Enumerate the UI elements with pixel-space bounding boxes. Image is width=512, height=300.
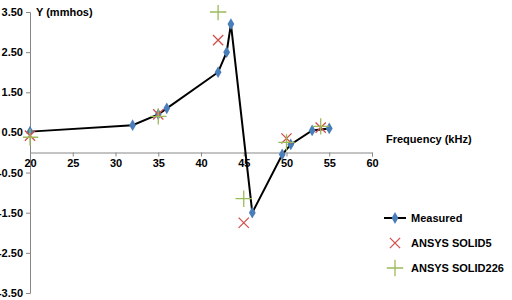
x-tick: 20 xyxy=(24,153,36,170)
point xyxy=(312,118,328,134)
y-tick-mark xyxy=(26,92,30,93)
legend-item: Measured xyxy=(384,212,462,224)
x-tick-mark xyxy=(158,153,159,157)
legend-marker xyxy=(392,212,399,224)
x-tick-label: 35 xyxy=(153,157,165,169)
x-tick-label: 30 xyxy=(110,157,122,169)
legend-label: ANSYS SOLID5 xyxy=(411,237,492,249)
x-axis-title: Frequency (kHz) xyxy=(386,133,472,145)
legend-label: Measured xyxy=(411,212,462,224)
y-tick: -3.50 xyxy=(0,287,30,299)
y-tick-mark xyxy=(26,12,30,13)
x-tick: 60 xyxy=(366,153,378,170)
line xyxy=(30,24,329,213)
plot-area xyxy=(23,5,333,228)
chart: -3.50 -2.50 -1.50 -0.50 0.50 1.50 2.50 3.50 20 25… xyxy=(0,0,512,300)
y-axis-title: Y (mmhos) xyxy=(36,6,93,18)
x-tick-mark xyxy=(201,153,202,157)
point xyxy=(150,108,166,124)
legend-label: ANSYS SOLID226 xyxy=(411,262,504,274)
x-tick-label: 40 xyxy=(195,157,207,169)
x-tick-mark xyxy=(287,153,288,157)
point xyxy=(278,134,294,150)
y-tick-label: -0.50 xyxy=(0,167,23,179)
point xyxy=(129,119,136,131)
point xyxy=(236,190,252,206)
legend: Measured ANSYS SOLID5 ANSYS SOLID226 xyxy=(384,212,504,276)
point xyxy=(249,207,256,219)
y-tick: 2.50 xyxy=(2,46,30,58)
x-tick: 40 xyxy=(195,153,207,170)
y-tick-label: -1.50 xyxy=(0,207,23,219)
point xyxy=(326,123,333,135)
x-tick: 35 xyxy=(153,153,165,170)
series xyxy=(23,5,329,207)
x-tick-label: 20 xyxy=(24,157,36,169)
y-tick-label: -2.50 xyxy=(0,247,23,259)
x-tick: 45 xyxy=(238,153,250,170)
x-tick-label: 60 xyxy=(366,157,378,169)
legend-marker xyxy=(387,260,403,276)
x-tick-mark xyxy=(329,153,330,157)
y-tick-label: 0.50 xyxy=(2,126,23,138)
x-tick-mark xyxy=(30,153,31,157)
x-axis: 202530354045505560 xyxy=(24,153,378,170)
series xyxy=(27,18,333,218)
point xyxy=(239,218,249,228)
y-tick-mark xyxy=(26,253,30,254)
y-tick: 1.50 xyxy=(2,86,30,98)
y-tick-mark xyxy=(26,293,30,294)
x-axis-line xyxy=(31,153,373,157)
x-tick-mark xyxy=(73,153,74,157)
y-tick-mark xyxy=(26,173,30,174)
y-tick: 3.50 xyxy=(2,6,30,18)
legend-item: ANSYS SOLID5 xyxy=(390,237,492,249)
point xyxy=(228,18,235,30)
point xyxy=(163,102,170,114)
point xyxy=(213,35,223,45)
x-tick-label: 25 xyxy=(67,157,79,169)
y-tick: -2.50 xyxy=(0,247,30,259)
legend-marker xyxy=(390,238,400,248)
y-tick-label: -3.50 xyxy=(0,287,23,299)
y-tick-label: 3.50 xyxy=(2,6,23,18)
y-tick-label: 2.50 xyxy=(2,46,23,58)
x-tick-mark xyxy=(372,153,373,157)
y-tick-mark xyxy=(26,52,30,53)
series xyxy=(25,35,326,228)
x-tick: 25 xyxy=(67,153,79,170)
y-tick: -1.50 xyxy=(0,207,30,219)
y-tick-label: 1.50 xyxy=(2,86,23,98)
x-tick: 55 xyxy=(324,153,336,170)
x-tick-label: 55 xyxy=(324,157,336,169)
point xyxy=(210,5,226,20)
y-tick-mark xyxy=(26,213,30,214)
x-tick-label: 45 xyxy=(238,157,250,169)
y-axis-line xyxy=(26,13,31,294)
point xyxy=(215,66,222,78)
point xyxy=(23,129,38,145)
point xyxy=(223,46,230,58)
x-tick: 30 xyxy=(110,153,122,170)
point xyxy=(279,149,286,161)
y-axis: -3.50 -2.50 -1.50 -0.50 0.50 1.50 2.50 3.50 xyxy=(0,6,31,299)
legend-item: ANSYS SOLID226 xyxy=(387,260,504,276)
x-tick-mark xyxy=(116,153,117,157)
